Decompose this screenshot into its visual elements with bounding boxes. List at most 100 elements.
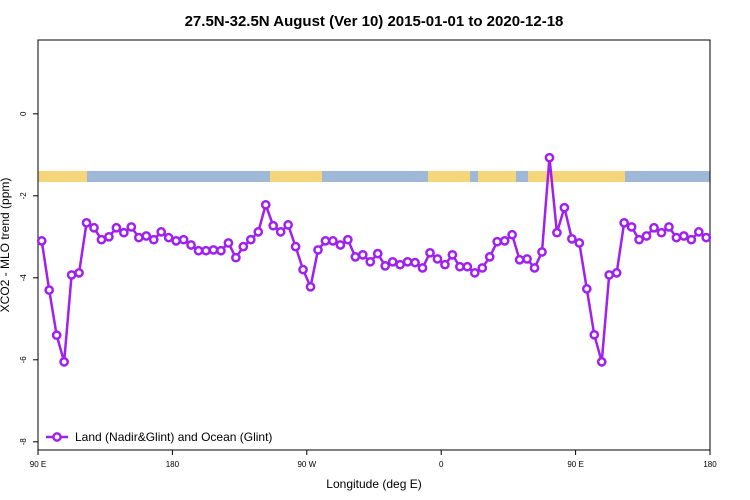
point (469, 268, 480, 278)
x-tick-label: 90 W (297, 460, 316, 469)
point (171, 236, 181, 246)
point (320, 236, 331, 246)
point (417, 263, 428, 273)
point (193, 245, 204, 256)
point (59, 357, 69, 367)
point (328, 236, 338, 246)
point (477, 263, 488, 273)
point (119, 227, 129, 238)
point (581, 284, 592, 294)
point (208, 245, 219, 255)
y-axis-label: XCO2 - MLO trend (ppm) (0, 178, 12, 313)
land-band (38, 171, 87, 182)
point (126, 222, 137, 232)
point (305, 281, 316, 292)
point (89, 222, 99, 233)
point (163, 232, 174, 243)
point (522, 254, 532, 264)
land-band (528, 171, 625, 182)
point (44, 285, 55, 295)
point (313, 245, 323, 255)
point (141, 231, 152, 241)
point (148, 234, 159, 245)
point (238, 241, 249, 252)
point (380, 261, 391, 271)
point (686, 234, 697, 245)
point (104, 231, 114, 242)
point (245, 234, 256, 245)
point (559, 202, 570, 213)
legend-marker (52, 432, 62, 442)
point (178, 234, 189, 245)
point (425, 247, 435, 258)
x-tick-label: 90 E (567, 460, 583, 469)
point (693, 227, 704, 237)
point (253, 227, 264, 237)
point (268, 220, 279, 231)
point (290, 241, 301, 252)
point (372, 248, 383, 259)
point (679, 231, 689, 241)
point (574, 238, 585, 248)
point (701, 232, 712, 243)
point (395, 259, 405, 270)
point (343, 234, 353, 245)
point (484, 252, 495, 262)
point (626, 222, 637, 232)
point (231, 252, 241, 263)
point (223, 238, 234, 248)
point (499, 236, 510, 246)
point (410, 257, 420, 268)
point (335, 240, 346, 250)
point (96, 234, 107, 245)
point (634, 234, 644, 245)
point (216, 245, 226, 256)
point (36, 236, 47, 246)
point (81, 218, 92, 228)
x-axis-label: Longitude (deg E) (326, 477, 421, 491)
y-tick-label: -2 (19, 192, 28, 200)
plot-frame (37, 39, 711, 451)
land-band (270, 171, 322, 182)
point (492, 236, 503, 247)
point (664, 222, 674, 232)
ocean-band (38, 171, 710, 182)
point (66, 270, 77, 280)
chart-title: 27.5N-32.5N August (Ver 10) 2015-01-01 t… (185, 13, 564, 30)
x-tick-label: 180 (166, 460, 180, 469)
point (589, 329, 600, 340)
point (507, 229, 517, 240)
point (432, 254, 443, 264)
point (350, 252, 361, 262)
point (529, 263, 540, 273)
y-tick-label: -8 (19, 438, 28, 446)
point (596, 357, 607, 367)
point (455, 261, 465, 272)
point (619, 218, 629, 228)
point (275, 227, 286, 237)
point (186, 240, 196, 250)
point (611, 268, 622, 278)
point (671, 232, 682, 243)
point (201, 245, 211, 256)
point (387, 256, 398, 267)
point (133, 232, 144, 243)
point (649, 222, 659, 233)
y-tick-label: 0 (19, 111, 28, 116)
point (537, 247, 547, 257)
x-tick-label: 180 (703, 460, 717, 469)
point (641, 231, 652, 241)
point (447, 249, 458, 260)
point (604, 270, 615, 280)
point (552, 227, 562, 238)
point (51, 330, 62, 341)
point (111, 222, 122, 233)
land-band (478, 171, 516, 182)
point (74, 268, 84, 278)
land-ocean-strip (38, 171, 710, 182)
point (298, 264, 308, 275)
point (656, 227, 667, 238)
land-band (428, 171, 470, 182)
x-tick-label: 90 E (30, 460, 46, 469)
